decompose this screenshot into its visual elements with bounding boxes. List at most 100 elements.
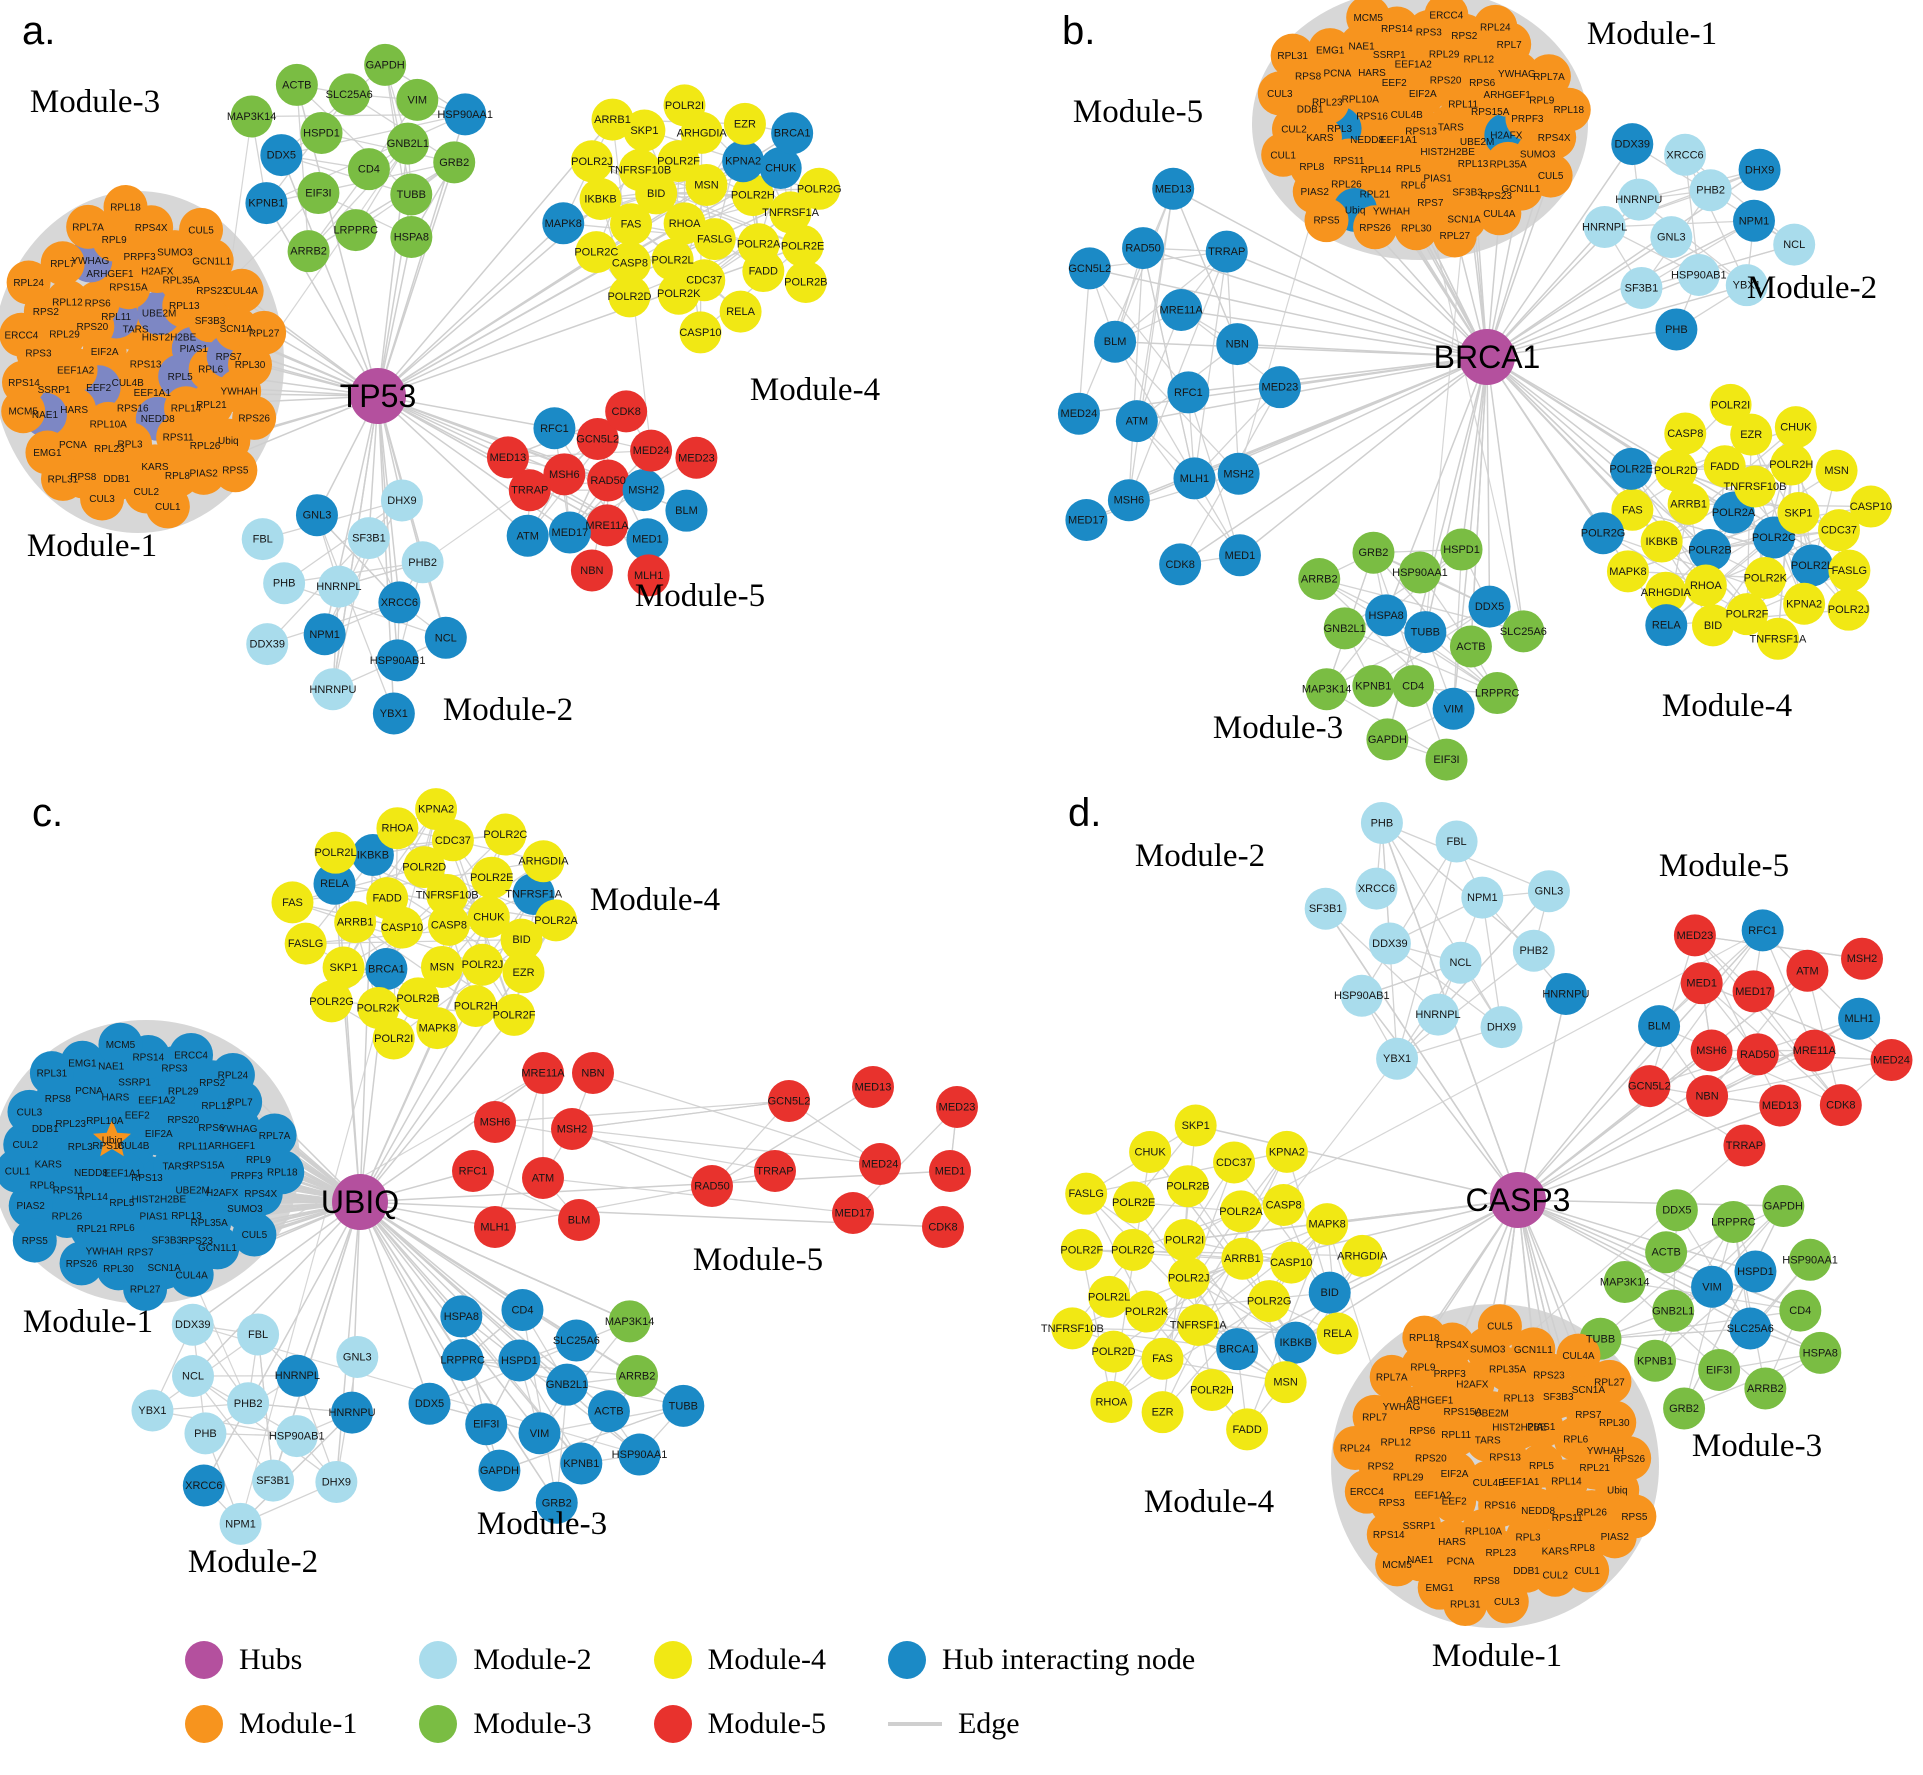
node-POLR2B[interactable] bbox=[397, 977, 440, 1020]
node-POLR2E[interactable] bbox=[470, 856, 513, 899]
node-CASP10[interactable] bbox=[1849, 485, 1892, 528]
node-RPL30[interactable] bbox=[1394, 206, 1439, 251]
node-BRCA1[interactable] bbox=[1216, 1328, 1259, 1371]
node-PHB[interactable] bbox=[1360, 801, 1403, 844]
node-DHX9[interactable] bbox=[315, 1460, 358, 1503]
node-POLR2J[interactable] bbox=[1167, 1257, 1210, 1300]
node-MED1[interactable] bbox=[626, 518, 669, 561]
node-PIAS2[interactable] bbox=[181, 450, 226, 495]
node-HSP90AA1[interactable] bbox=[1789, 1238, 1832, 1281]
node-NBN[interactable] bbox=[572, 1052, 614, 1094]
node-RPL24[interactable] bbox=[1473, 4, 1518, 49]
node-ARRB1[interactable] bbox=[1667, 482, 1710, 525]
node-EZR[interactable] bbox=[1141, 1391, 1184, 1434]
node-RPL31[interactable] bbox=[1443, 1581, 1488, 1626]
node-CD4[interactable] bbox=[347, 148, 390, 191]
hub-CASP3[interactable] bbox=[1490, 1172, 1546, 1228]
node-CDC37[interactable] bbox=[1213, 1141, 1256, 1184]
node-POLR2F[interactable] bbox=[1725, 593, 1768, 636]
node-HSPA8[interactable] bbox=[440, 1295, 483, 1338]
node-RHOA[interactable] bbox=[1090, 1381, 1133, 1424]
node-HSP90AB1[interactable] bbox=[1340, 974, 1383, 1017]
node-ARRB2[interactable] bbox=[1298, 557, 1341, 600]
node-FASLG[interactable] bbox=[693, 218, 736, 261]
node-ARRB2[interactable] bbox=[287, 230, 330, 273]
node-POLR2A[interactable] bbox=[534, 899, 577, 942]
node-GRB2[interactable] bbox=[1352, 531, 1395, 574]
node-CASP8[interactable] bbox=[1664, 412, 1707, 455]
node-CUL1[interactable] bbox=[1261, 132, 1306, 177]
node-ARRB1[interactable] bbox=[334, 901, 377, 944]
node-EZR[interactable] bbox=[723, 102, 766, 145]
node-POLR2K[interactable] bbox=[1744, 556, 1787, 599]
node-CHUK[interactable] bbox=[467, 896, 510, 939]
node-HSPD1[interactable] bbox=[1734, 1250, 1777, 1293]
node-TRRAP[interactable] bbox=[508, 469, 551, 512]
node-VIM[interactable] bbox=[396, 78, 439, 121]
node-GAPDH[interactable] bbox=[1366, 718, 1409, 761]
node-LRPPRC[interactable] bbox=[441, 1339, 484, 1382]
node-RPS26[interactable] bbox=[1607, 1436, 1652, 1481]
node-KPNB1[interactable] bbox=[1352, 664, 1395, 707]
node-CUL4A[interactable] bbox=[219, 268, 264, 313]
node-POLR2H[interactable] bbox=[1190, 1369, 1233, 1412]
node-TNFRSF10B[interactable] bbox=[426, 873, 469, 916]
node-RPS5[interactable] bbox=[1304, 198, 1349, 243]
node-MED1[interactable] bbox=[929, 1150, 971, 1192]
node-MAPK8[interactable] bbox=[1606, 550, 1649, 593]
node-SLC25A6[interactable] bbox=[328, 73, 371, 116]
node-ATM[interactable] bbox=[506, 514, 549, 557]
node-CUL3[interactable] bbox=[7, 1089, 52, 1134]
node-MED24[interactable] bbox=[859, 1143, 901, 1185]
node-GAPDH[interactable] bbox=[478, 1449, 521, 1492]
node-MLH1[interactable] bbox=[1838, 997, 1881, 1040]
node-YBX1[interactable] bbox=[372, 692, 415, 735]
node-POLR2L[interactable] bbox=[651, 238, 694, 281]
node-KPNB1[interactable] bbox=[245, 182, 288, 225]
node-GNL3[interactable] bbox=[1527, 870, 1570, 913]
node-RPS26[interactable] bbox=[59, 1241, 104, 1286]
node-GNB2L1[interactable] bbox=[545, 1363, 588, 1406]
node-MED23[interactable] bbox=[1673, 914, 1716, 957]
node-MCM5[interactable] bbox=[98, 1022, 143, 1067]
node-SKP1[interactable] bbox=[1174, 1104, 1217, 1147]
node-MSH6[interactable] bbox=[1107, 479, 1150, 522]
node-NPM1[interactable] bbox=[219, 1502, 262, 1545]
node-RELA[interactable] bbox=[313, 862, 356, 905]
node-POLR2C[interactable] bbox=[575, 231, 618, 274]
node-MRE11A[interactable] bbox=[1160, 288, 1203, 331]
node-EIF3I[interactable] bbox=[297, 172, 340, 215]
node-CD4[interactable] bbox=[501, 1289, 544, 1332]
node-DDX5[interactable] bbox=[260, 134, 303, 177]
node-DDX5[interactable] bbox=[1468, 585, 1511, 628]
node-KPNA2[interactable] bbox=[415, 788, 458, 831]
node-POLR2J[interactable] bbox=[461, 943, 504, 986]
node-ACTB[interactable] bbox=[587, 1390, 630, 1433]
node-ATM[interactable] bbox=[1115, 400, 1158, 443]
node-MRE11A[interactable] bbox=[586, 504, 629, 547]
node-BID[interactable] bbox=[1308, 1271, 1351, 1314]
node-POLR2J[interactable] bbox=[570, 140, 613, 183]
node-RAD50[interactable] bbox=[1122, 227, 1165, 270]
node-HSPA8[interactable] bbox=[1365, 594, 1408, 637]
node-MED17[interactable] bbox=[1732, 970, 1775, 1013]
node-HNRNPU[interactable] bbox=[331, 1391, 374, 1434]
node-FADD[interactable] bbox=[366, 877, 409, 920]
node-RPS5[interactable] bbox=[1612, 1494, 1657, 1539]
node-GRB2[interactable] bbox=[535, 1481, 578, 1524]
node-FAS[interactable] bbox=[610, 203, 653, 246]
node-MSN[interactable] bbox=[685, 163, 728, 206]
node-CHUK[interactable] bbox=[1774, 406, 1817, 449]
node-BLM[interactable] bbox=[665, 489, 708, 532]
node-CASP10[interactable] bbox=[679, 311, 722, 354]
node-RPL26[interactable] bbox=[44, 1194, 89, 1239]
node-MED13[interactable] bbox=[486, 436, 529, 479]
node-GAPDH[interactable] bbox=[364, 43, 407, 86]
node-POLR2H[interactable] bbox=[1770, 443, 1813, 486]
node-RFC1[interactable] bbox=[452, 1150, 494, 1192]
node-POLR2B[interactable] bbox=[1166, 1165, 1209, 1208]
node-ACTB[interactable] bbox=[1645, 1231, 1688, 1274]
node-ARRB2[interactable] bbox=[616, 1355, 659, 1398]
node-RPL7A[interactable] bbox=[1369, 1354, 1414, 1399]
node-IKBKB[interactable] bbox=[1640, 520, 1683, 563]
